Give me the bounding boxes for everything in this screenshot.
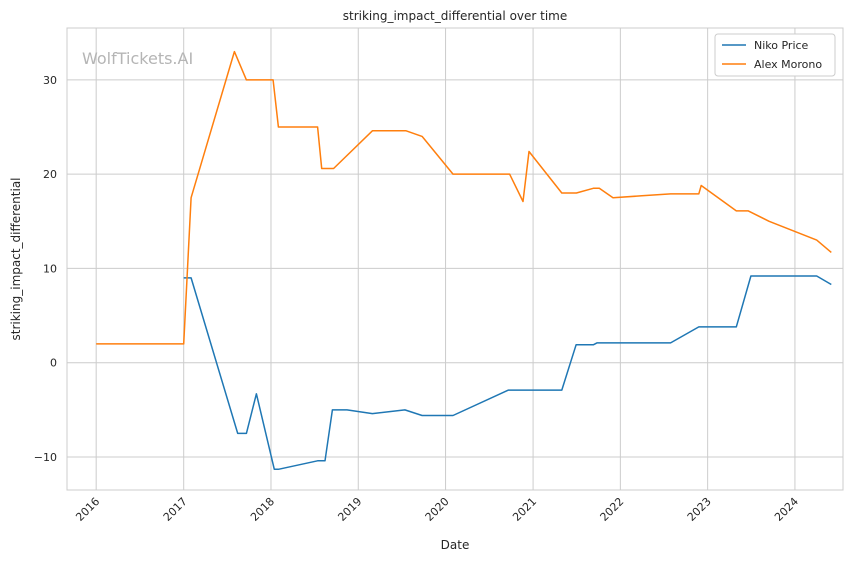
watermark: WolfTickets.AI	[82, 49, 193, 68]
y-tick-label: −10	[34, 451, 57, 464]
y-tick-label: 20	[43, 168, 57, 181]
y-tick-label: 0	[50, 357, 57, 370]
x-tick-label: 2016	[73, 495, 102, 524]
x-tick-label: 2017	[161, 495, 190, 524]
x-tick-label: 2021	[510, 495, 539, 524]
x-tick-label: 2022	[597, 495, 626, 524]
series-lines	[96, 50, 832, 471]
x-axis-label: Date	[441, 538, 470, 552]
legend-label-alex-morono: Alex Morono	[754, 58, 822, 71]
y-tick-labels: −10 0 10 20 30	[34, 74, 57, 464]
series-line-niko-price	[183, 275, 832, 471]
y-tick-label: 10	[43, 262, 57, 275]
x-tick-label: 2019	[335, 495, 364, 524]
x-tick-label: 2018	[248, 495, 277, 524]
x-tick-labels: 2016 2017 2018 2019 2020 2021 2022 2023 2024	[73, 495, 801, 524]
y-axis-label: striking_impact_differential	[9, 177, 23, 340]
legend: Niko Price Alex Morono	[714, 33, 836, 77]
series-line-alex-morono	[96, 50, 832, 345]
y-tick-label: 30	[43, 74, 57, 87]
plot-frame	[66, 27, 844, 491]
plot-background	[67, 28, 843, 490]
chart-title: striking_impact_differential over time	[343, 9, 568, 23]
x-tick-label: 2020	[423, 495, 452, 524]
x-tick-label: 2024	[772, 495, 801, 524]
legend-label-niko-price: Niko Price	[754, 39, 809, 52]
x-tick-label: 2023	[685, 495, 714, 524]
grid-lines	[67, 28, 843, 490]
